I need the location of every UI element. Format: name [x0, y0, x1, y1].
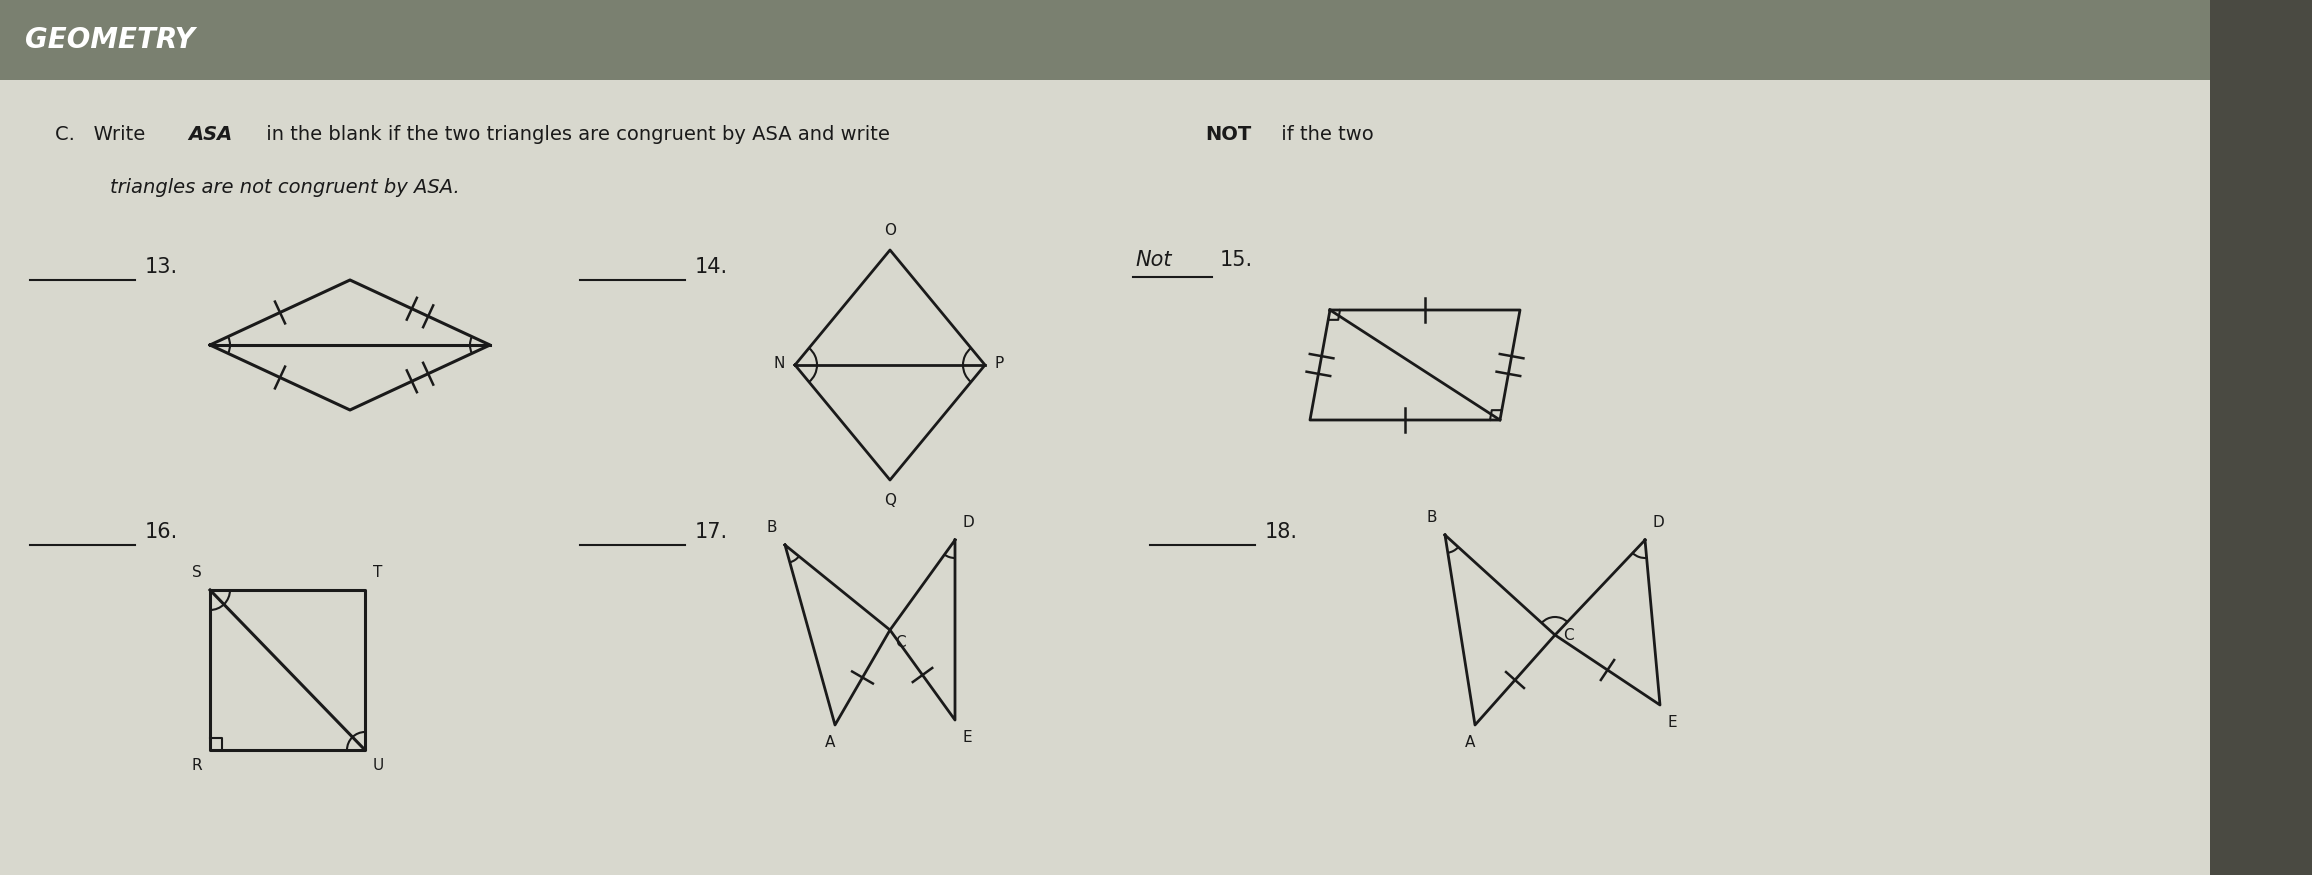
Text: D: D [1653, 515, 1665, 530]
Text: GEOMETRY: GEOMETRY [25, 26, 194, 54]
Text: 18.: 18. [1265, 522, 1297, 542]
Bar [2210, 0, 2312, 875]
Text: 13.: 13. [146, 257, 178, 277]
Text: U: U [372, 758, 384, 773]
Text: 17.: 17. [696, 522, 728, 542]
Text: B: B [768, 520, 777, 535]
Text: B: B [1427, 510, 1438, 525]
Text: Not: Not [1135, 250, 1172, 270]
Text: 14.: 14. [696, 257, 728, 277]
Text: E: E [1667, 715, 1679, 730]
Text: triangles are not congruent by ASA.: triangles are not congruent by ASA. [111, 178, 460, 197]
Text: NOT: NOT [1205, 125, 1251, 144]
Text: D: D [964, 515, 976, 530]
Text: 15.: 15. [1221, 250, 1253, 270]
Text: O: O [883, 223, 897, 238]
Text: 16.: 16. [146, 522, 178, 542]
Text: if the two: if the two [1274, 125, 1373, 144]
Text: E: E [964, 730, 973, 745]
Text: S: S [192, 565, 201, 580]
Text: P: P [994, 355, 1003, 370]
Bar [0, 0, 2312, 80]
Text: C: C [1563, 627, 1574, 642]
Text: Q: Q [883, 493, 897, 508]
Text: C: C [895, 635, 906, 650]
Text: ASA: ASA [187, 125, 231, 144]
Text: N: N [775, 355, 786, 370]
Text: A: A [825, 735, 835, 750]
Text: in the blank if the two triangles are congruent by ASA and write: in the blank if the two triangles are co… [259, 125, 897, 144]
Text: T: T [372, 565, 381, 580]
Text: R: R [192, 758, 201, 773]
Text: C.   Write: C. Write [55, 125, 153, 144]
Text: A: A [1466, 735, 1475, 750]
